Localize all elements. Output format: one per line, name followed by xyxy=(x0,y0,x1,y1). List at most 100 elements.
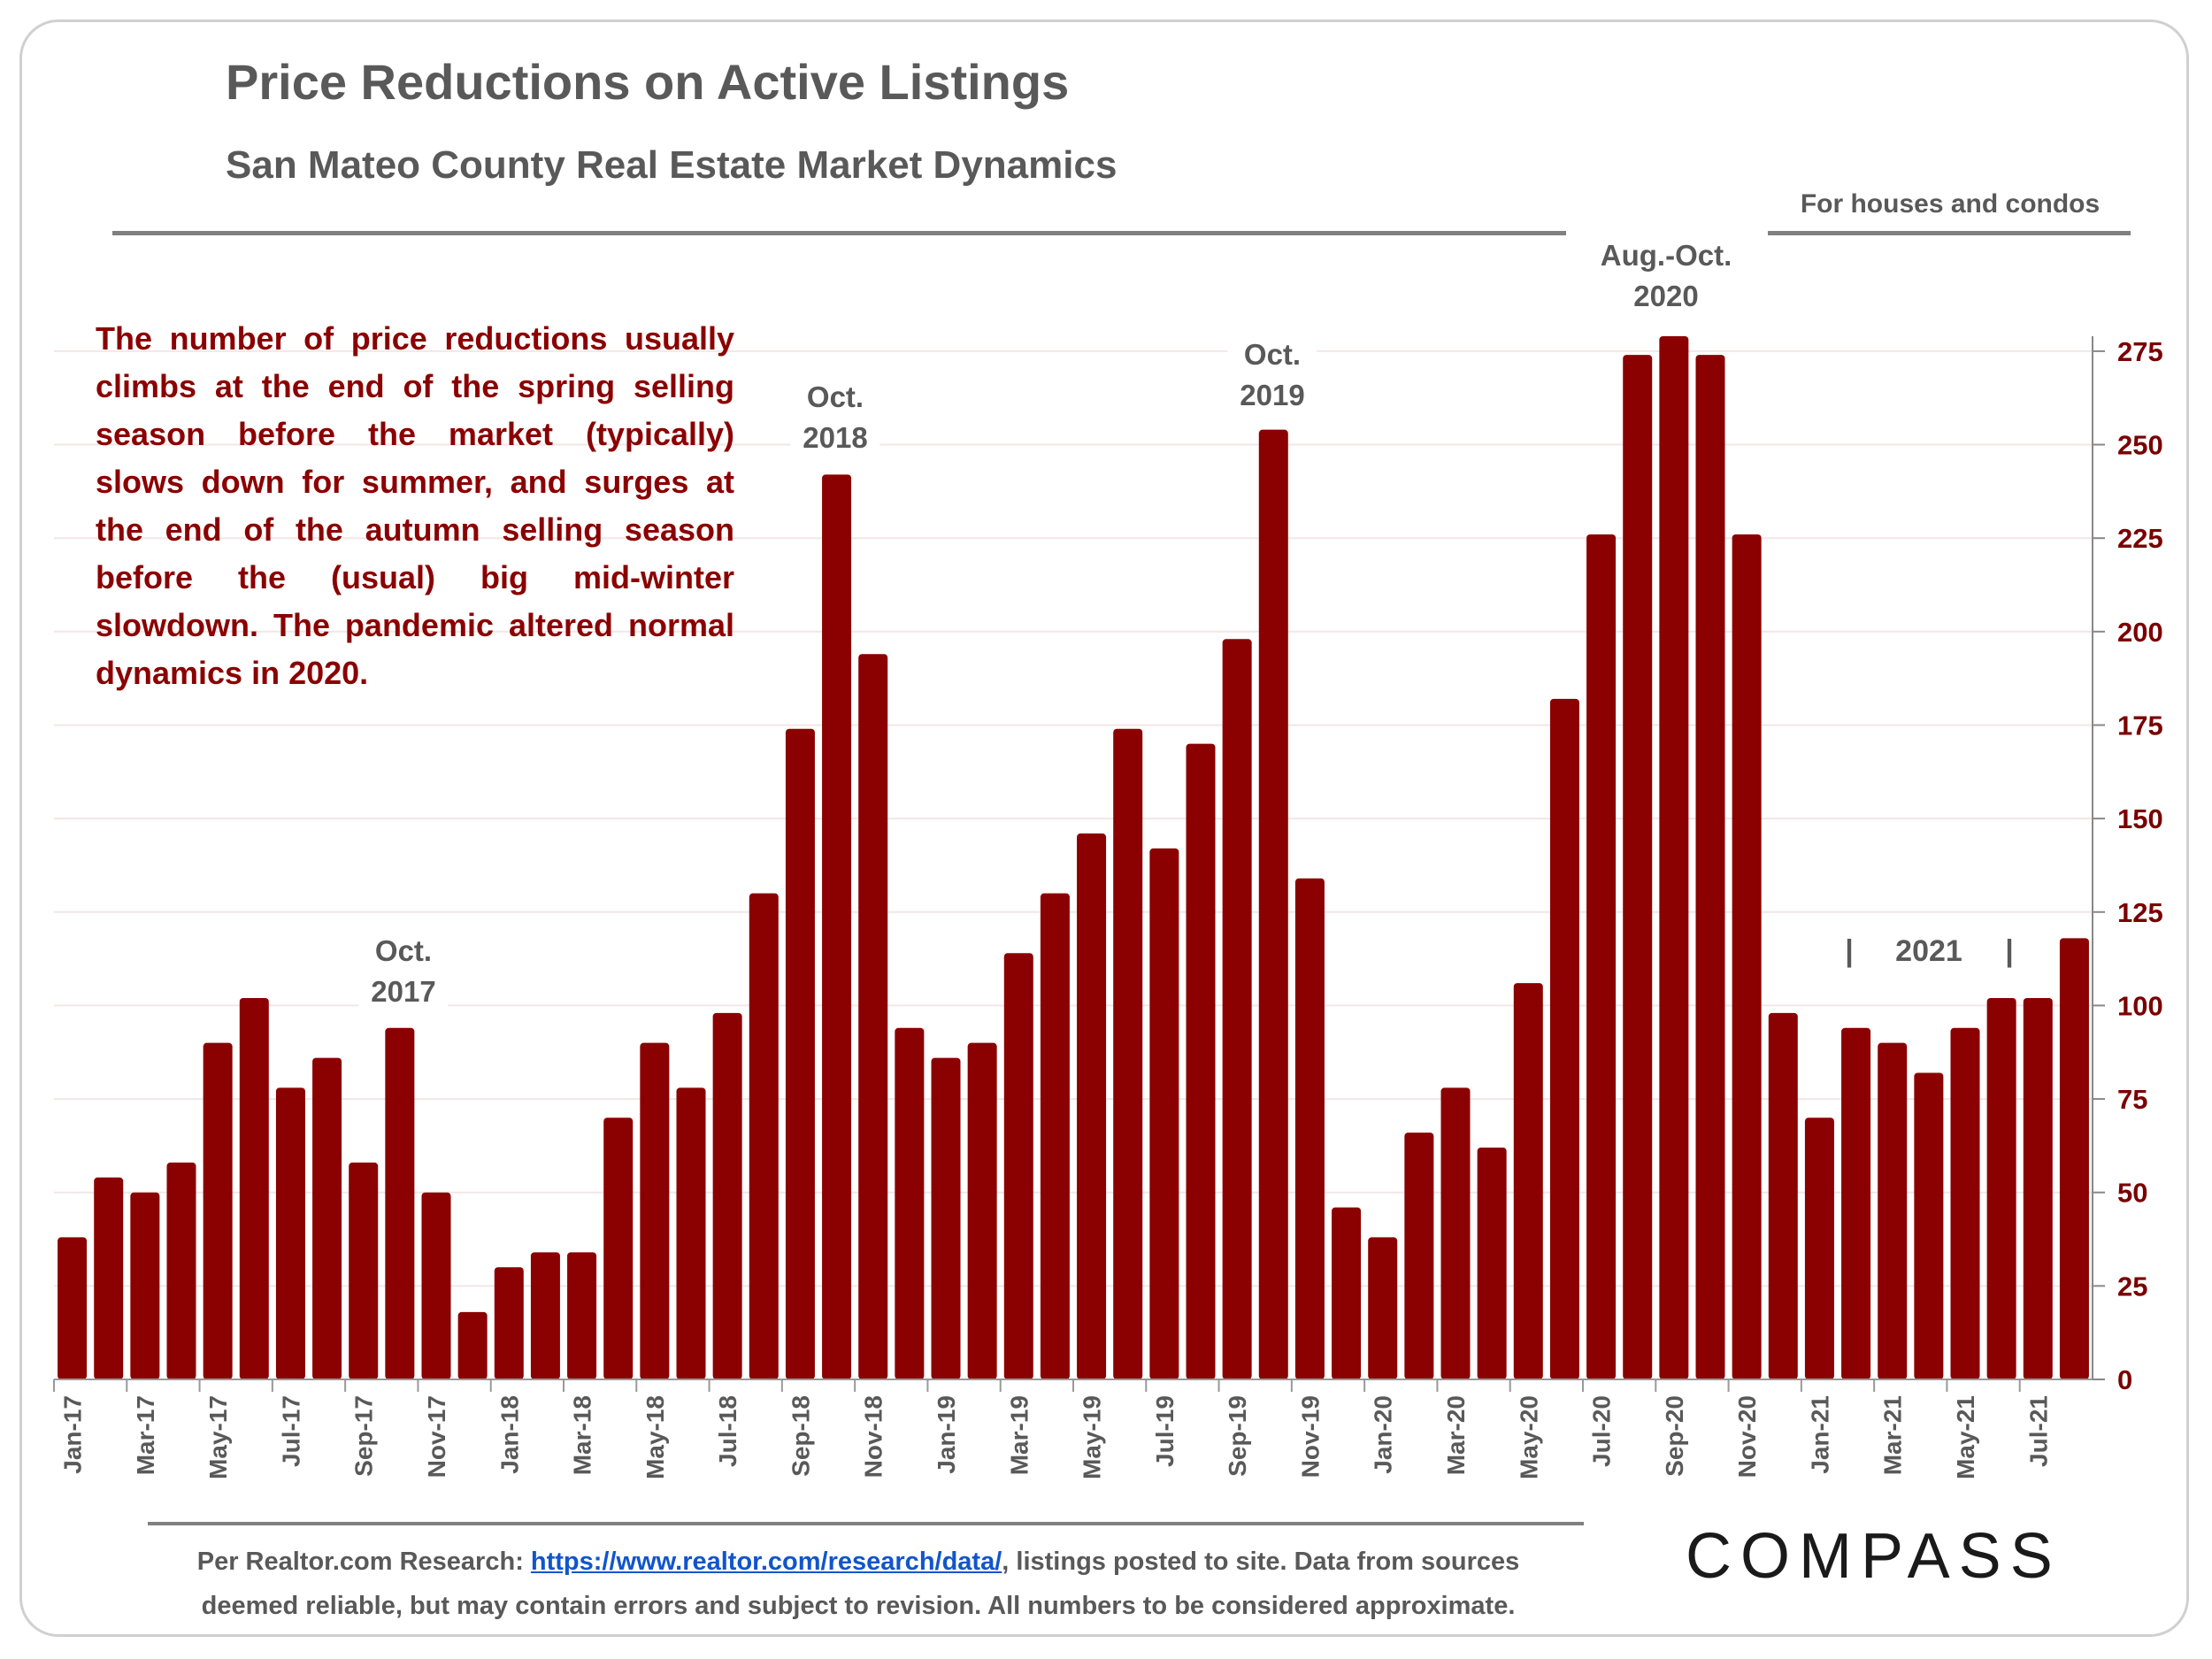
bar-Jul-17 xyxy=(275,1087,305,1379)
bar-Jan-19 xyxy=(931,1057,961,1379)
annotation-oct-2017: Oct. 2017 xyxy=(358,931,449,1012)
bar-Mar-18 xyxy=(567,1252,597,1379)
bar-Nov-19 xyxy=(1294,878,1325,1379)
bar-Jun-19 xyxy=(1113,728,1143,1379)
x-tick-label: May-20 xyxy=(1515,1395,1542,1479)
footer-line-1: Per Realtor.com Research: https://www.re… xyxy=(124,1540,1593,1584)
x-tick-label: Jul-19 xyxy=(1151,1395,1179,1467)
y-tick-label: 275 xyxy=(2117,336,2163,367)
y-tick-label: 25 xyxy=(2117,1271,2147,1302)
bar-Oct-18 xyxy=(822,474,852,1379)
x-tick-label: Jan-19 xyxy=(933,1395,960,1474)
x-tick-label: Sep-20 xyxy=(1661,1395,1688,1477)
annotation-line: Oct. xyxy=(806,380,864,413)
x-tick-label: May-19 xyxy=(1079,1395,1106,1479)
annotation-aug-oct-2020: Aug.-Oct. 2020 xyxy=(1587,235,1745,317)
bar-Nov-20 xyxy=(1732,534,1762,1379)
bar-Sep-17 xyxy=(349,1162,379,1379)
x-tick-label: Mar-17 xyxy=(132,1395,159,1475)
annotation-oct-2018: Oct. 2018 xyxy=(790,377,880,458)
bar-Sep-20 xyxy=(1659,336,1689,1379)
x-tick-label: May-21 xyxy=(1952,1395,1979,1479)
bar-Mar-19 xyxy=(1003,953,1033,1379)
y-tick-label: 100 xyxy=(2117,990,2163,1021)
bar-Dec-20 xyxy=(1768,1012,1798,1379)
compass-logo: COMPASS xyxy=(1686,1521,2062,1592)
bar-Jan-21 xyxy=(1804,1118,1834,1379)
bar-Apr-20 xyxy=(1477,1148,1507,1379)
bar-Aug-18 xyxy=(749,893,779,1379)
x-tick-label: Jul-17 xyxy=(277,1395,304,1467)
y-tick-label: 50 xyxy=(2117,1178,2147,1209)
bar-May-21 xyxy=(1950,1027,1980,1379)
x-tick-label: Mar-21 xyxy=(1879,1395,1907,1475)
y-tick-label: 225 xyxy=(2117,523,2163,554)
annotation-line: 2017 xyxy=(371,975,436,1008)
y-tick-label: 0 xyxy=(2117,1364,2132,1395)
x-tick-label: Jan-21 xyxy=(1806,1395,1833,1474)
x-tick-label: Nov-19 xyxy=(1296,1395,1324,1478)
y-tick-label: 250 xyxy=(2117,430,2163,461)
footer-source: Per Realtor.com Research: https://www.re… xyxy=(124,1540,1593,1628)
bar-Jun-17 xyxy=(239,997,269,1379)
footer-divider xyxy=(148,1522,1584,1525)
annotation-2021: 2021 xyxy=(1895,934,1962,969)
annotation-line: Aug.-Oct. xyxy=(1600,239,1732,272)
bar-Nov-18 xyxy=(858,654,888,1379)
bar-Sep-19 xyxy=(1222,639,1252,1379)
bar-Jun-20 xyxy=(1549,698,1579,1379)
bar-Jul-18 xyxy=(712,1012,742,1379)
bar-May-20 xyxy=(1513,983,1543,1379)
chart-subtitle: San Mateo County Real Estate Market Dyna… xyxy=(226,143,1118,187)
bar-Oct-19 xyxy=(1258,429,1288,1380)
annotation-line: 2018 xyxy=(803,421,868,454)
bar-Apr-19 xyxy=(1040,893,1070,1379)
bar-Jun-18 xyxy=(676,1087,706,1379)
bar-Dec-17 xyxy=(457,1311,488,1379)
chart-description: The number of price reductions usually c… xyxy=(96,320,734,691)
annotation-line: Oct. xyxy=(374,934,433,967)
y-tick-label: 200 xyxy=(2117,617,2163,648)
y-tick-label: 75 xyxy=(2117,1084,2147,1115)
x-tick-label: Jan-18 xyxy=(495,1395,523,1474)
bar-Apr-21 xyxy=(1914,1072,1944,1379)
x-tick-label: Jul-18 xyxy=(714,1395,741,1467)
bar-Jan-20 xyxy=(1368,1237,1398,1379)
bar-Mar-17 xyxy=(130,1192,160,1379)
bar-Apr-18 xyxy=(603,1118,634,1379)
bar-Feb-19 xyxy=(967,1042,997,1379)
bar-Jun-21 xyxy=(1986,997,2016,1379)
annotation-2021-bracket-left: | xyxy=(1845,934,1854,969)
y-tick-label: 150 xyxy=(2117,803,2163,834)
bar-Apr-17 xyxy=(166,1162,196,1379)
bar-Aug-17 xyxy=(312,1057,342,1379)
x-tick-label: May-17 xyxy=(204,1395,232,1479)
x-tick-label: Nov-20 xyxy=(1733,1395,1761,1478)
bar-Jan-18 xyxy=(494,1267,524,1379)
bar-Mar-21 xyxy=(1878,1042,1908,1379)
bar-Oct-17 xyxy=(385,1027,415,1379)
chart-frame xyxy=(19,19,2189,1637)
bar-Feb-21 xyxy=(1841,1027,1871,1379)
note-divider xyxy=(1768,231,2131,235)
bar-Mar-20 xyxy=(1440,1087,1471,1379)
x-tick-label: Nov-18 xyxy=(860,1395,887,1478)
bar-Jul-20 xyxy=(1586,534,1617,1379)
x-tick-label: Jul-21 xyxy=(2024,1395,2052,1467)
bar-Jan-17 xyxy=(58,1237,88,1379)
bar-Dec-18 xyxy=(895,1027,925,1379)
annotation-line: Oct. xyxy=(1243,338,1302,371)
bar-Dec-19 xyxy=(1332,1207,1362,1379)
footer-suffix: , listings posted to site. Data from sou… xyxy=(1002,1548,1520,1576)
source-link[interactable]: https://www.realtor.com/research/data/ xyxy=(530,1548,1002,1576)
x-tick-label: Jul-20 xyxy=(1588,1395,1616,1467)
bar-Feb-18 xyxy=(530,1252,560,1379)
bar-Jul-21 xyxy=(2023,997,2053,1379)
bar-Oct-20 xyxy=(1695,355,1725,1379)
x-tick-label: Sep-17 xyxy=(350,1395,378,1477)
bar-May-17 xyxy=(203,1042,233,1379)
x-tick-label: Mar-18 xyxy=(569,1395,596,1475)
annotation-line: 2020 xyxy=(1633,280,1699,312)
bar-Jul-19 xyxy=(1149,848,1179,1379)
